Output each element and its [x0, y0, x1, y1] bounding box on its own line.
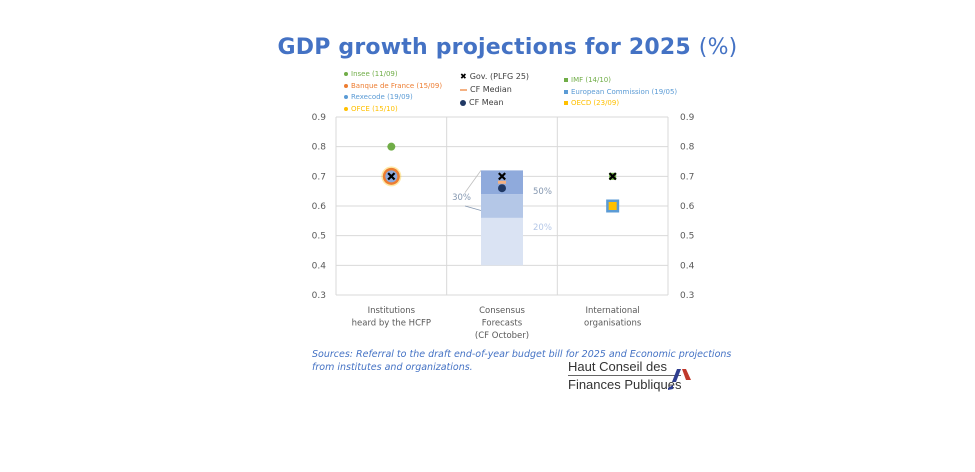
logo-line-2: Finances Publiques [568, 375, 682, 392]
legend-label: OECD (23/09) [571, 99, 620, 107]
legend-item: Rexecode (19/09) [344, 92, 442, 104]
legend-label: Insee (11/09) [351, 70, 398, 78]
legend-item: OFCE (15/10) [344, 104, 442, 116]
y-tick-label-right: 0.9 [680, 113, 695, 123]
oecd-23-09-marker [608, 202, 617, 210]
legend-item: Insee (11/09) [344, 69, 442, 81]
y-tick-label-right: 0.6 [680, 202, 695, 212]
legend-item: European Commission (19/05) [564, 87, 677, 99]
y-tick-label-right: 0.3 [680, 291, 694, 301]
y-tick-label-left: 0.8 [312, 143, 327, 153]
y-tick-label-left: 0.4 [312, 261, 327, 271]
y-tick-label-left: 0.3 [312, 291, 326, 301]
hcfp-logo-text: Haut Conseil des Finances Publiques [568, 358, 682, 393]
legend-label: IMF (14/10) [571, 76, 611, 84]
square-marker-icon [564, 78, 568, 82]
range-label: 30% [452, 193, 471, 203]
legend-label: CF Mean [469, 98, 504, 107]
category-label: Forecasts [482, 319, 523, 329]
sources-note: Sources: Referral to the draft end-of-ye… [312, 349, 732, 373]
y-tick-label-left: 0.5 [312, 232, 326, 242]
x-stroke [387, 172, 396, 181]
legend-right: IMF (14/10) European Commission (19/05) OE… [564, 75, 677, 110]
range-band [481, 217, 523, 266]
category-label: organisations [584, 319, 642, 329]
circle-marker-icon [344, 106, 348, 111]
circle-marker-icon [344, 72, 348, 76]
gov-x-marker [608, 172, 617, 181]
range-leader-line [464, 170, 482, 193]
legend-item: IMF (14/10) [564, 75, 677, 87]
gov-x-marker [387, 172, 396, 181]
legend-left: Insee (11/09) Banque de France (15/09) Rex… [344, 69, 442, 115]
y-tick-label-left: 0.7 [312, 172, 326, 182]
cf-median-marker [498, 180, 506, 184]
circle-marker-icon [344, 95, 348, 99]
chart-title: GDP growth projections for 2025 (%) [0, 35, 975, 60]
range-band [481, 194, 523, 218]
chart-title-text: GDP growth projections for 2025 [277, 35, 691, 60]
x-stroke [498, 172, 506, 181]
circle-marker-icon [460, 99, 466, 106]
square-marker-icon [564, 101, 568, 105]
y-tick-label-right: 0.8 [680, 143, 695, 153]
category-label: Institutions [368, 306, 416, 316]
legend-middle: ✖ Gov. (PLFG 25) CF Median CF Mean [460, 70, 529, 109]
x-marker-icon: ✖ [460, 72, 467, 81]
range-label: 50% [533, 187, 552, 197]
legend-label: European Commission (19/05) [571, 87, 678, 96]
square-marker-icon [564, 89, 568, 94]
range-label: 20% [533, 223, 552, 233]
gov-x-marker [498, 172, 506, 181]
category-label: heard by the HCFP [352, 319, 431, 329]
y-tick-label-right: 0.7 [680, 172, 694, 182]
chart-title-unit: (%) [698, 35, 738, 60]
y-tick-label-right: 0.5 [680, 232, 694, 242]
circle-marker-icon [344, 83, 348, 88]
legend-item: Banque de France (15/09) [344, 81, 442, 93]
legend-label: OFCE (15/10) [351, 104, 398, 113]
y-tick-label-right: 0.4 [680, 261, 695, 271]
cf-mean-marker [498, 184, 506, 193]
category-label: International [586, 306, 640, 316]
y-tick-label-left: 0.6 [312, 202, 327, 212]
legend-label: CF Median [470, 85, 512, 94]
y-tick-label-left: 0.9 [312, 113, 327, 123]
legend-item: OECD (23/09) [564, 98, 677, 110]
legend-item: CF Mean [460, 96, 529, 109]
legend-label: Gov. (PLFG 25) [469, 72, 530, 81]
category-label: Consensus [479, 306, 525, 316]
range-leader-line [464, 205, 482, 211]
insee-11-09-marker [387, 142, 396, 151]
dash-marker-icon [460, 88, 467, 91]
legend-label: Banque de France (15/09) [351, 81, 443, 90]
logo-line-1: Haut Conseil des [568, 359, 667, 374]
legend-item: ✖ Gov. (PLFG 25) [460, 70, 529, 83]
legend-item: CF Median [460, 83, 529, 96]
category-label: (CF October) [475, 331, 529, 341]
legend-label: Rexecode (19/09) [351, 93, 413, 101]
x-stroke [608, 172, 617, 181]
